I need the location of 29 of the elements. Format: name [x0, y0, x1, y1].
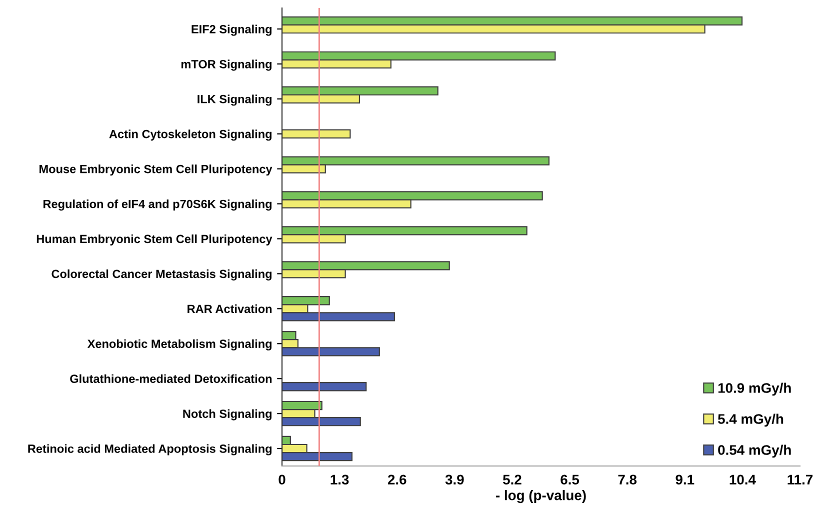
x-tick-label: 1.3 — [330, 474, 349, 485]
x-tick-label: 0 — [278, 474, 286, 485]
y-tick-label: RAR Activation — [188, 304, 272, 314]
y-tick-label: EIF2 Signaling — [192, 24, 272, 36]
y-tick-label: Actin Cytoskeleton Signaling — [109, 130, 272, 141]
y-tick-label: Human Embryonic Stem Cell Pluripotency — [36, 234, 272, 246]
y-tick-label: Glutathione-mediated Detoxification — [70, 374, 272, 383]
x-tick-label: 11.7 — [788, 474, 813, 484]
x-tick-label: 10.4 — [730, 474, 756, 485]
legend-label: 0.54 mGy/h — [718, 444, 791, 458]
x-tick-label: 6.5 — [560, 474, 580, 485]
bar — [282, 129, 351, 138]
x-tick-label: 7.8 — [618, 474, 637, 485]
x-tick-label: 5.2 — [502, 474, 522, 485]
y-tick-label: Colorectal Cancer Metastasis Signaling — [52, 269, 272, 280]
x-tick-label: 2.6 — [388, 474, 406, 485]
x-tick-label: 3.9 — [445, 474, 464, 485]
y-tick-label: ILK Signaling — [198, 94, 272, 106]
x-tick-label: 9.1 — [676, 474, 694, 485]
y-tick-label: mTOR Signaling — [181, 60, 272, 71]
x-axis-title: - log (p-value) — [496, 490, 586, 504]
y-tick-label: Mouse Embryonic Stem Cell Pluripotency — [40, 164, 272, 176]
y-tick-label: Regulation of eIF4 and p70S6K Signaling — [44, 200, 272, 211]
y-tick-label: Xenobiotic Metabolism Signaling — [87, 339, 272, 350]
y-tick-label: Notch Signaling — [183, 409, 272, 420]
legend-label: 10.9 mGy/h — [718, 382, 791, 396]
legend-label: 5.4 mGy/h — [718, 414, 784, 427]
bar — [282, 382, 367, 392]
y-tick-label: Retinoic acid Mediated Apoptosis Signaling — [28, 444, 272, 456]
